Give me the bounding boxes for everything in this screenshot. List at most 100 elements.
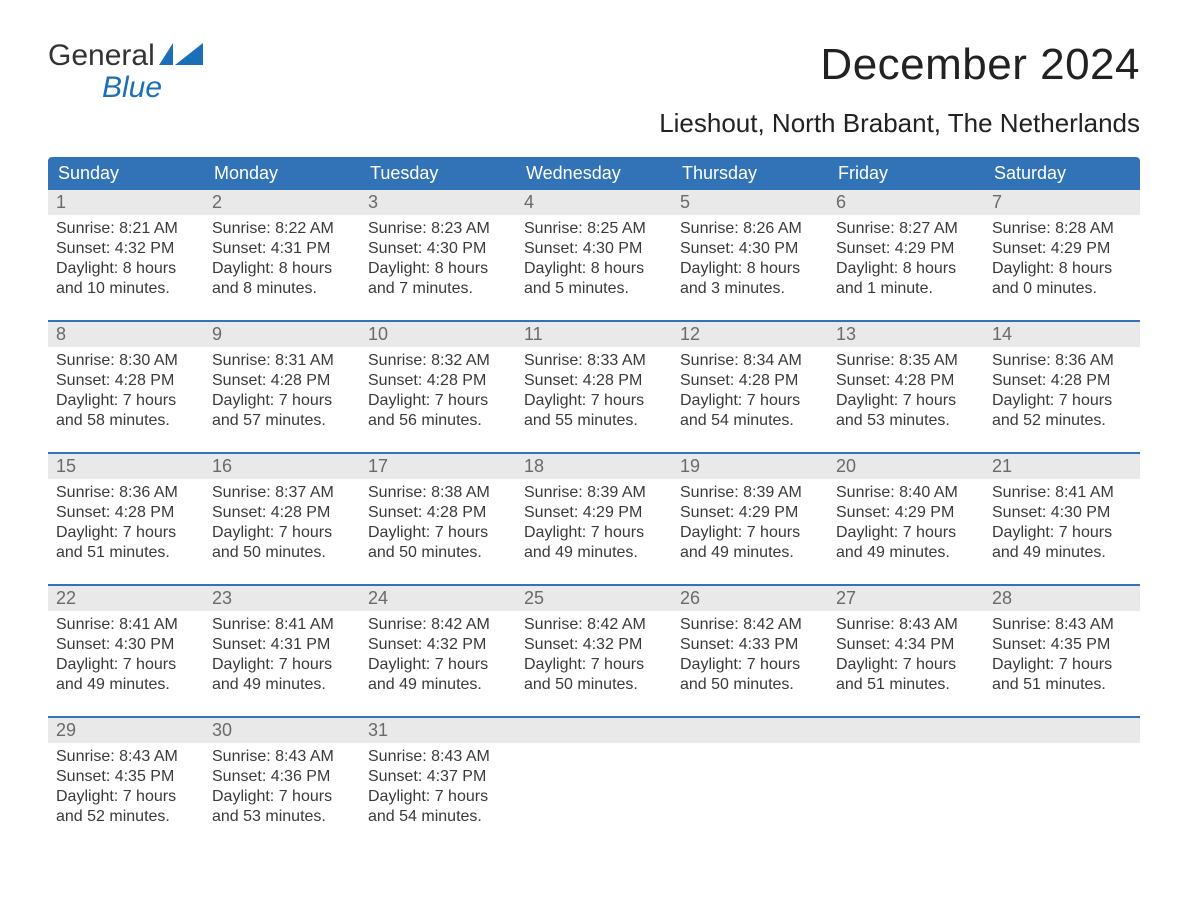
sunrise-line: Sunrise: 8:22 AM [212, 219, 352, 239]
sunrise-line: Sunrise: 8:33 AM [524, 351, 664, 371]
daylight-line-2: and 49 minutes. [992, 543, 1132, 563]
day-number-empty [672, 718, 828, 743]
day-number: 6 [828, 190, 984, 215]
sunrise-line: Sunrise: 8:43 AM [836, 615, 976, 635]
day-number: 22 [48, 586, 204, 611]
day-number: 31 [360, 718, 516, 743]
sunset-line: Sunset: 4:28 PM [56, 371, 196, 391]
daylight-line-2: and 52 minutes. [56, 807, 196, 827]
day-cell: 30Sunrise: 8:43 AMSunset: 4:36 PMDayligh… [204, 718, 360, 840]
day-body: Sunrise: 8:23 AMSunset: 4:30 PMDaylight:… [360, 215, 516, 309]
day-cell: 13Sunrise: 8:35 AMSunset: 4:28 PMDayligh… [828, 322, 984, 444]
day-number: 24 [360, 586, 516, 611]
sunset-line: Sunset: 4:30 PM [680, 239, 820, 259]
daylight-line-1: Daylight: 7 hours [212, 655, 352, 675]
day-number: 17 [360, 454, 516, 479]
daylight-line-1: Daylight: 7 hours [524, 655, 664, 675]
day-cell: 21Sunrise: 8:41 AMSunset: 4:30 PMDayligh… [984, 454, 1140, 576]
day-number: 29 [48, 718, 204, 743]
day-body: Sunrise: 8:22 AMSunset: 4:31 PMDaylight:… [204, 215, 360, 309]
day-number: 1 [48, 190, 204, 215]
day-cell: 7Sunrise: 8:28 AMSunset: 4:29 PMDaylight… [984, 190, 1140, 312]
daylight-line-2: and 0 minutes. [992, 279, 1132, 299]
daylight-line-1: Daylight: 7 hours [56, 787, 196, 807]
day-cell: 1Sunrise: 8:21 AMSunset: 4:32 PMDaylight… [48, 190, 204, 312]
day-body: Sunrise: 8:41 AMSunset: 4:30 PMDaylight:… [48, 611, 204, 705]
weekday-tuesday: Tuesday [360, 157, 516, 190]
daylight-line-2: and 49 minutes. [212, 675, 352, 695]
daylight-line-1: Daylight: 7 hours [992, 523, 1132, 543]
sunrise-line: Sunrise: 8:43 AM [212, 747, 352, 767]
sunset-line: Sunset: 4:36 PM [212, 767, 352, 787]
day-cell [516, 718, 672, 840]
daylight-line-1: Daylight: 7 hours [56, 523, 196, 543]
day-cell: 2Sunrise: 8:22 AMSunset: 4:31 PMDaylight… [204, 190, 360, 312]
daylight-line-2: and 49 minutes. [680, 543, 820, 563]
day-cell: 28Sunrise: 8:43 AMSunset: 4:35 PMDayligh… [984, 586, 1140, 708]
day-cell: 4Sunrise: 8:25 AMSunset: 4:30 PMDaylight… [516, 190, 672, 312]
sunset-line: Sunset: 4:29 PM [836, 239, 976, 259]
daylight-line-2: and 49 minutes. [368, 675, 508, 695]
sunrise-line: Sunrise: 8:39 AM [524, 483, 664, 503]
day-number: 27 [828, 586, 984, 611]
daylight-line-2: and 49 minutes. [524, 543, 664, 563]
day-number: 5 [672, 190, 828, 215]
day-body: Sunrise: 8:37 AMSunset: 4:28 PMDaylight:… [204, 479, 360, 573]
day-cell: 25Sunrise: 8:42 AMSunset: 4:32 PMDayligh… [516, 586, 672, 708]
daylight-line-2: and 3 minutes. [680, 279, 820, 299]
day-cell: 20Sunrise: 8:40 AMSunset: 4:29 PMDayligh… [828, 454, 984, 576]
day-cell: 8Sunrise: 8:30 AMSunset: 4:28 PMDaylight… [48, 322, 204, 444]
daylight-line-1: Daylight: 7 hours [368, 523, 508, 543]
daylight-line-1: Daylight: 7 hours [524, 523, 664, 543]
daylight-line-1: Daylight: 8 hours [212, 259, 352, 279]
location: Lieshout, North Brabant, The Netherlands [659, 108, 1140, 139]
day-cell: 3Sunrise: 8:23 AMSunset: 4:30 PMDaylight… [360, 190, 516, 312]
daylight-line-1: Daylight: 8 hours [368, 259, 508, 279]
daylight-line-1: Daylight: 8 hours [524, 259, 664, 279]
day-number-empty [828, 718, 984, 743]
daylight-line-1: Daylight: 8 hours [680, 259, 820, 279]
weekday-saturday: Saturday [984, 157, 1140, 190]
sunset-line: Sunset: 4:31 PM [212, 239, 352, 259]
day-body: Sunrise: 8:30 AMSunset: 4:28 PMDaylight:… [48, 347, 204, 441]
sunset-line: Sunset: 4:30 PM [524, 239, 664, 259]
daylight-line-1: Daylight: 7 hours [680, 655, 820, 675]
daylight-line-1: Daylight: 8 hours [56, 259, 196, 279]
sunset-line: Sunset: 4:34 PM [836, 635, 976, 655]
sunrise-line: Sunrise: 8:43 AM [56, 747, 196, 767]
day-number: 25 [516, 586, 672, 611]
day-cell: 11Sunrise: 8:33 AMSunset: 4:28 PMDayligh… [516, 322, 672, 444]
daylight-line-1: Daylight: 7 hours [680, 391, 820, 411]
daylight-line-2: and 5 minutes. [524, 279, 664, 299]
day-cell: 24Sunrise: 8:42 AMSunset: 4:32 PMDayligh… [360, 586, 516, 708]
sunset-line: Sunset: 4:32 PM [56, 239, 196, 259]
day-number: 26 [672, 586, 828, 611]
daylight-line-1: Daylight: 7 hours [368, 391, 508, 411]
day-number: 23 [204, 586, 360, 611]
sunrise-line: Sunrise: 8:41 AM [212, 615, 352, 635]
sunrise-line: Sunrise: 8:39 AM [680, 483, 820, 503]
day-number: 30 [204, 718, 360, 743]
day-body: Sunrise: 8:31 AMSunset: 4:28 PMDaylight:… [204, 347, 360, 441]
daylight-line-1: Daylight: 7 hours [368, 787, 508, 807]
day-body: Sunrise: 8:42 AMSunset: 4:32 PMDaylight:… [516, 611, 672, 705]
day-number: 28 [984, 586, 1140, 611]
sunrise-line: Sunrise: 8:36 AM [56, 483, 196, 503]
daylight-line-2: and 49 minutes. [836, 543, 976, 563]
daylight-line-2: and 50 minutes. [212, 543, 352, 563]
weekday-header: Sunday Monday Tuesday Wednesday Thursday… [48, 157, 1140, 190]
day-cell: 16Sunrise: 8:37 AMSunset: 4:28 PMDayligh… [204, 454, 360, 576]
sunset-line: Sunset: 4:28 PM [524, 371, 664, 391]
day-body: Sunrise: 8:40 AMSunset: 4:29 PMDaylight:… [828, 479, 984, 573]
day-body: Sunrise: 8:42 AMSunset: 4:32 PMDaylight:… [360, 611, 516, 705]
day-cell: 14Sunrise: 8:36 AMSunset: 4:28 PMDayligh… [984, 322, 1140, 444]
sunset-line: Sunset: 4:35 PM [56, 767, 196, 787]
weeks-container: 1Sunrise: 8:21 AMSunset: 4:32 PMDaylight… [48, 190, 1140, 840]
sunrise-line: Sunrise: 8:36 AM [992, 351, 1132, 371]
sunrise-line: Sunrise: 8:38 AM [368, 483, 508, 503]
daylight-line-2: and 54 minutes. [680, 411, 820, 431]
day-number-empty [516, 718, 672, 743]
daylight-line-2: and 57 minutes. [212, 411, 352, 431]
daylight-line-2: and 55 minutes. [524, 411, 664, 431]
sunrise-line: Sunrise: 8:27 AM [836, 219, 976, 239]
